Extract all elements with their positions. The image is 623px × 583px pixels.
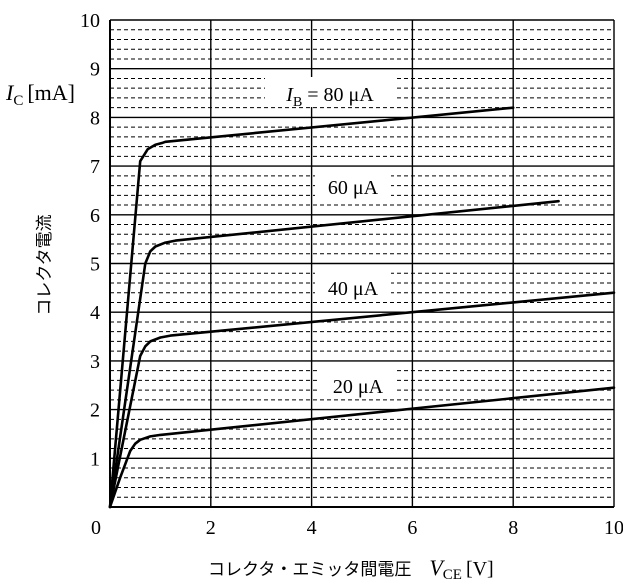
grid [110,19,615,507]
y-tick-label: 6 [90,205,100,227]
x-tick-label: 6 [407,517,417,539]
series-label-background [320,369,396,399]
series-curve [108,386,616,509]
y-tick-label: 3 [90,351,100,373]
y-axis-symbol: IC [mA] [5,80,75,109]
series-label: 20 μA [320,369,396,399]
series-label-background [315,271,391,301]
y-tick-label: 7 [90,156,100,178]
series-curve [108,199,560,509]
x-tick-label: 10 [604,517,623,539]
series-label-text: IB = 80 μA [285,84,374,110]
x-tick-label: 0 [91,517,101,539]
series-label-background [315,170,391,200]
x-tick-label: 8 [508,517,518,539]
y-tick-label: 8 [90,107,100,129]
series-label-text: 20 μA [333,376,384,398]
y-tick-label: 2 [90,400,100,422]
y-tick-label: 10 [80,10,100,32]
series-curve [108,291,616,509]
x-tick-label: 2 [206,517,216,539]
y-tick-label: 9 [90,59,100,81]
series-label-text: 40 μA [328,278,379,300]
y-tick-label: 4 [90,302,100,324]
y-tick-label: 1 [90,448,100,470]
x-axis-title: コレクタ・エミッタ間電圧 VCE [V] [208,555,494,583]
y-tick-label: 5 [90,254,100,276]
series-labels: 20 μA 40 μA 60 μA IB = 80 μA [265,77,396,399]
series-label: 60 μA [315,170,391,200]
series-curve [108,106,515,509]
series-label: IB = 80 μA [265,77,395,110]
series-label-text: 60 μA [328,177,379,199]
series-label: 40 μA [315,271,391,301]
x-tick-label: 4 [307,517,317,539]
series-label-background [265,77,395,107]
y-axis-title: コレクタ電流 [35,214,55,315]
curves [108,106,616,509]
axes [109,20,614,508]
